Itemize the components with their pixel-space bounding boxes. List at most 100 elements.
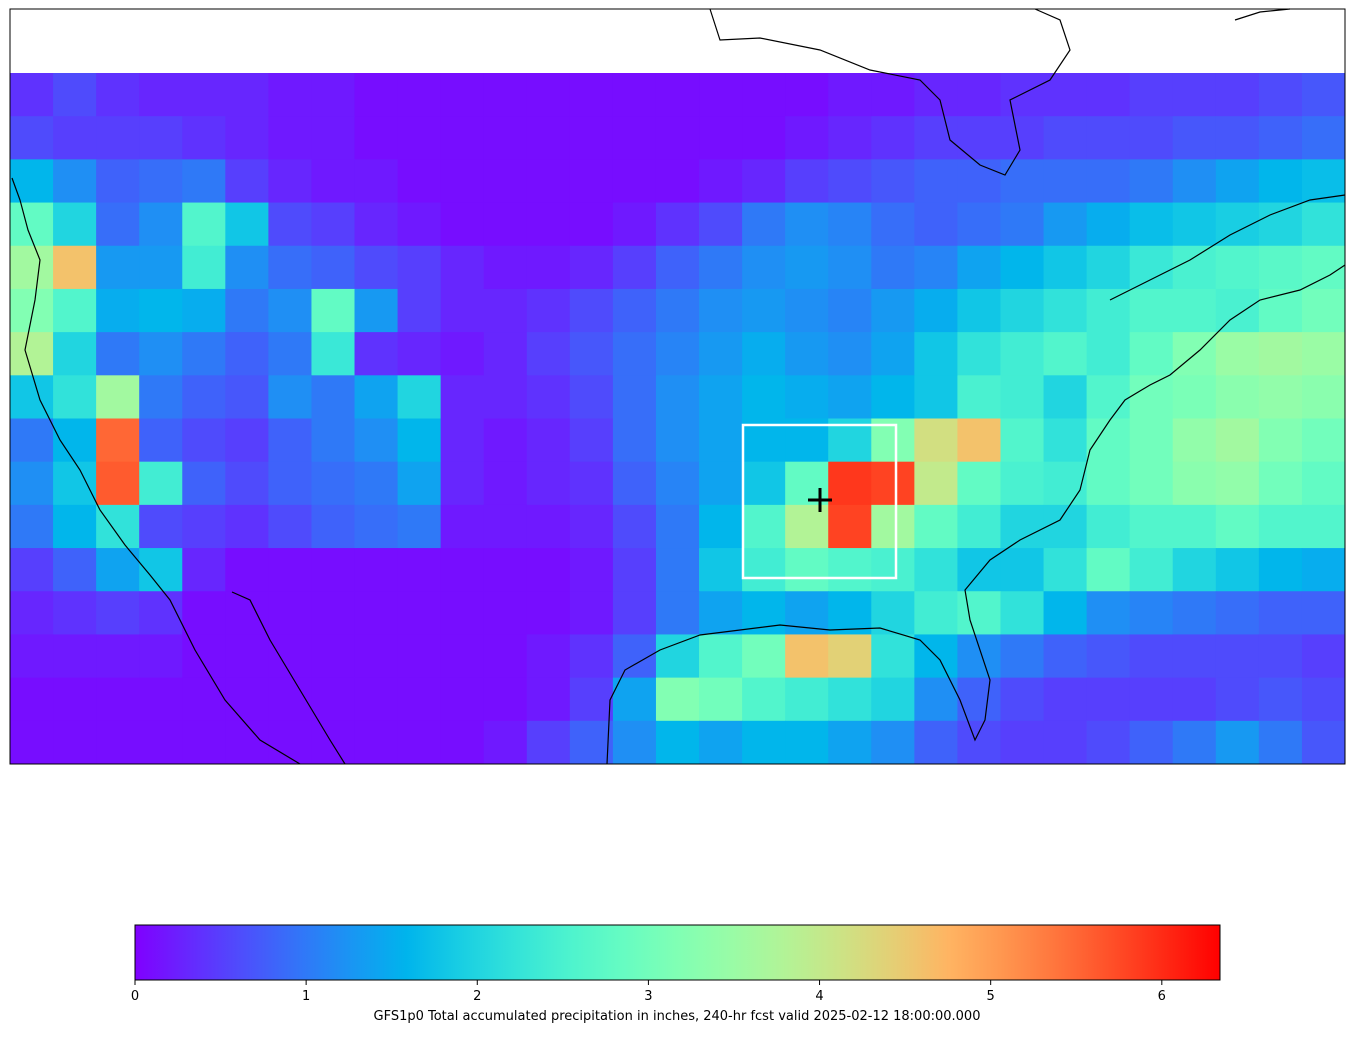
precip-cell [354,548,399,592]
precip-cell [225,634,269,679]
precip-cell [139,375,183,419]
precip-cell [1215,159,1260,204]
precip-cell [1129,332,1174,376]
precip-cell [699,332,743,376]
map-frame [9,8,1346,765]
precip-cell [828,375,872,419]
precip-cell [139,461,183,506]
precip-cell [828,288,872,333]
precip-cell [354,73,399,117]
precip-cell [1172,73,1217,117]
precip-cell [96,116,140,160]
precip-cell [1000,202,1045,247]
precip-cell [612,288,657,333]
precip-cell [1000,548,1045,592]
precip-cell [139,73,183,117]
precip-cell [397,202,442,247]
precip-cell [526,159,571,204]
precip-cell [828,245,872,290]
precip-cell [1301,591,1346,635]
precip-cell [526,591,571,635]
precip-cell [569,332,614,376]
precip-cell [612,245,657,290]
precip-cell [1000,159,1045,204]
precip-cell [53,202,97,247]
precip-cell [785,504,829,549]
precip-cell [957,720,1001,765]
precip-cell [268,461,312,506]
precip-cell [1172,375,1217,419]
precip-cell [569,504,614,549]
precip-cell [655,73,700,117]
precip-cell [1129,677,1174,722]
precip-cell [526,245,571,290]
precip-cell [397,159,442,204]
precip-cell [1043,461,1088,506]
precip-cell [1043,677,1088,722]
precip-cell [225,245,269,290]
precip-cell [96,245,140,290]
precip-cell [225,504,269,549]
precip-cell [655,591,700,635]
precip-cell [182,245,226,290]
precip-cell [1000,73,1045,117]
precip-cell [1172,202,1217,247]
precip-cell [225,418,269,463]
precip-cell [785,332,829,376]
precip-cell [10,159,54,204]
precip-cell [612,720,657,765]
precip-cell [53,332,97,376]
precip-cell [871,548,915,592]
precip-cell [699,591,743,635]
precip-cell [1172,591,1217,635]
precip-cell [397,677,442,722]
precip-cell [1129,461,1174,506]
precip-cell [1258,73,1303,117]
precip-cell [699,418,743,463]
precip-cell [53,375,97,419]
st-lawrence [1109,194,1346,301]
precip-cell [1129,418,1174,463]
precip-cell [742,634,786,679]
precip-cell [225,332,269,376]
precip-cell [440,245,485,290]
precip-cell [1301,548,1346,592]
precip-cell [1215,720,1260,765]
precip-cell [526,677,571,722]
precip-cell [483,418,528,463]
precip-cell [225,548,269,592]
precip-cell [1129,375,1174,419]
precip-cell [440,504,485,549]
colorbar-label: GFS1p0 Total accumulated precipitation i… [374,1009,981,1024]
precip-cell [871,461,915,506]
precip-cell [1129,504,1174,549]
precip-cell [10,116,54,160]
precip-cell [957,504,1001,549]
precip-cell [1086,461,1131,506]
precip-cell [182,504,226,549]
precip-cell [655,159,700,204]
precip-cell [1215,461,1260,506]
precip-cell [1215,548,1260,592]
precip-cell [268,634,312,679]
precip-cell [440,202,485,247]
precip-cell [1000,720,1045,765]
precip-cell [828,159,872,204]
precip-cell [785,73,829,117]
precip-cell [1129,202,1174,247]
precip-cell [742,159,786,204]
precip-cell [655,548,700,592]
precip-cell [569,548,614,592]
precip-cell [182,677,226,722]
precip-cell [1172,504,1217,549]
precip-cell [182,418,226,463]
precip-cell [569,116,614,160]
precip-cell [1258,159,1303,204]
precip-cell [699,159,743,204]
precip-cell [699,116,743,160]
precip-cell [182,634,226,679]
precip-cell [526,720,571,765]
precip-cell [182,720,226,765]
precip-cell [440,461,485,506]
precip-cell [785,591,829,635]
